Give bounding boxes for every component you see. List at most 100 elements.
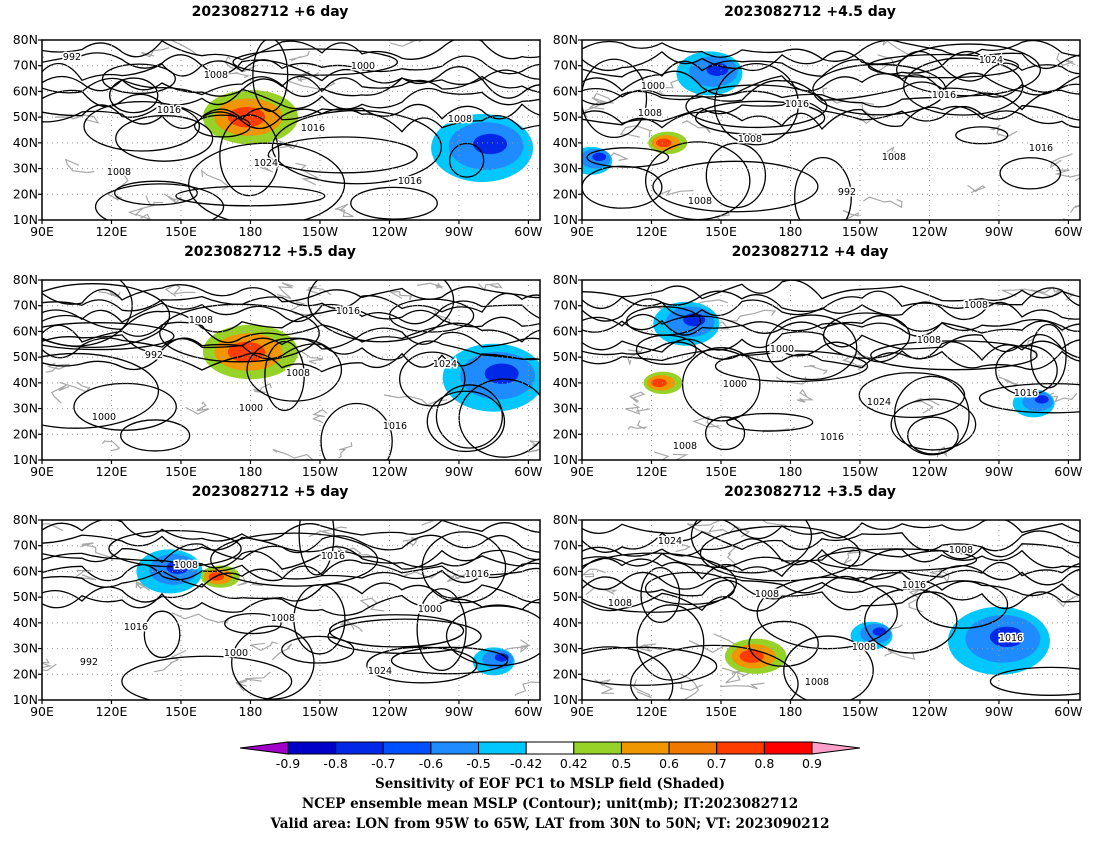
colorbar-label: -0.6 [418,756,444,771]
lat-tick-label: 30N [13,641,38,656]
lon-tick-label: 90W [445,224,473,239]
mslp-contour [582,340,1080,363]
mslp-contour [42,582,540,604]
contour-label: 1008 [608,598,632,609]
map-frame [581,519,1081,701]
negative-sensitivity-max [989,626,1024,648]
mslp-contour [42,300,540,325]
coastline [272,448,314,460]
coastline [908,588,923,613]
coastline [134,581,151,591]
mslp-contour [629,644,799,700]
mslp-contour [320,402,393,460]
contour-label: 1016 [336,306,360,317]
mslp-contour [42,592,540,616]
coastline [334,203,354,218]
contour-label: 1016 [398,176,422,187]
coastline [250,641,278,652]
mslp-contour [108,77,159,114]
mslp-contour [445,605,540,667]
contour-label: 1008 [738,134,762,145]
contour-label: 1016 [321,551,345,562]
coastline [237,576,264,587]
coastline [584,97,608,118]
lat-tick-label: 30N [553,641,578,656]
mslp-contour [114,180,198,206]
mslp-contour [448,142,485,178]
mslp-contour [636,604,705,681]
panel-title: 2023082712 +6 day [191,4,349,20]
lon-tick-label: 90W [445,464,473,479]
colorbar-label: 0.7 [706,756,727,771]
mslp-contour [94,183,225,220]
mslp-contour [42,309,540,333]
map-plot: 992 1000 1016 1024 1000 1008 1008 1016 80N 70N 60N… [13,272,543,479]
mslp-contour [42,76,540,99]
coastline [419,520,434,526]
map-content: 1000 1008 992 1016 1016 1008 1016 1008 1024 1008 [582,40,1080,220]
coastline [725,670,745,684]
coastline [163,193,182,204]
colorbar-swatch [573,741,622,755]
mslp-contour [42,567,540,588]
panel-title: 2023082712 +4 day [731,244,889,260]
positive-sensitivity-max [739,649,764,663]
lat-tick-label: 70N [553,58,578,73]
lon-tick-label: 120W [371,704,407,719]
colorbar-label: 0.6 [659,756,680,771]
lon-tick-label: 180 [779,704,803,719]
mslp-contour [705,142,767,209]
lon-tick-label: 150W [842,704,878,719]
mslp-contour [582,40,1080,62]
coastline [80,542,114,562]
colorbar-swatch [478,741,527,755]
lat-tick-label: 50N [553,109,578,124]
mslp-contour [582,520,1080,540]
mslp-contour [42,284,540,305]
mslp-contour [42,75,540,97]
negative-sensitivity-max [592,152,607,162]
mslp-contour [582,646,718,686]
lat-tick-label: 10N [553,692,578,707]
lon-tick-label: 90E [570,224,594,239]
coastline [1054,169,1080,182]
lon-tick-label: 120W [371,224,407,239]
contour-label: 1016 [157,105,181,116]
colorbar-label: 0.42 [559,756,588,771]
coastline [288,80,336,91]
mslp-contour [188,142,346,220]
coastline [169,40,198,56]
lat-tick-label: 60N [553,563,578,578]
contour-label: 1008 [673,441,697,452]
coastline [206,72,251,80]
contour-label: 1024 [368,666,392,677]
coastline [527,440,540,453]
coastline [625,403,650,415]
coastline [42,520,64,532]
mslp-contour [267,136,418,174]
coastline [164,284,196,297]
coastline [338,442,353,459]
colorbar-triangle-right [811,741,860,755]
coastline [882,40,909,56]
mslp-contour [582,591,1080,612]
coastline [388,290,413,301]
mslp-contour [645,141,751,220]
lat-tick-label: 80N [553,272,578,287]
mslp-contour [271,109,443,185]
coastline [287,346,324,365]
mslp-contour [586,147,670,168]
mslp-contour [783,635,874,700]
mslp-contour [42,108,540,133]
lon-tick-label: 90E [30,224,54,239]
lon-tick-label: 150W [302,464,338,479]
coastline [139,195,163,210]
caption-line-1: Sensitivity of EOF PC1 to MSLP field (Sh… [374,776,726,792]
coastline [50,384,70,404]
coastline [185,401,210,415]
mslp-contour [582,298,1080,322]
mslp-contour [42,549,540,570]
map-panel-3: 2023082712 +5.5 day 992 1000 1016 1024 1000 1… [0,240,543,479]
mslp-contour [726,412,814,432]
coastline [289,50,310,62]
